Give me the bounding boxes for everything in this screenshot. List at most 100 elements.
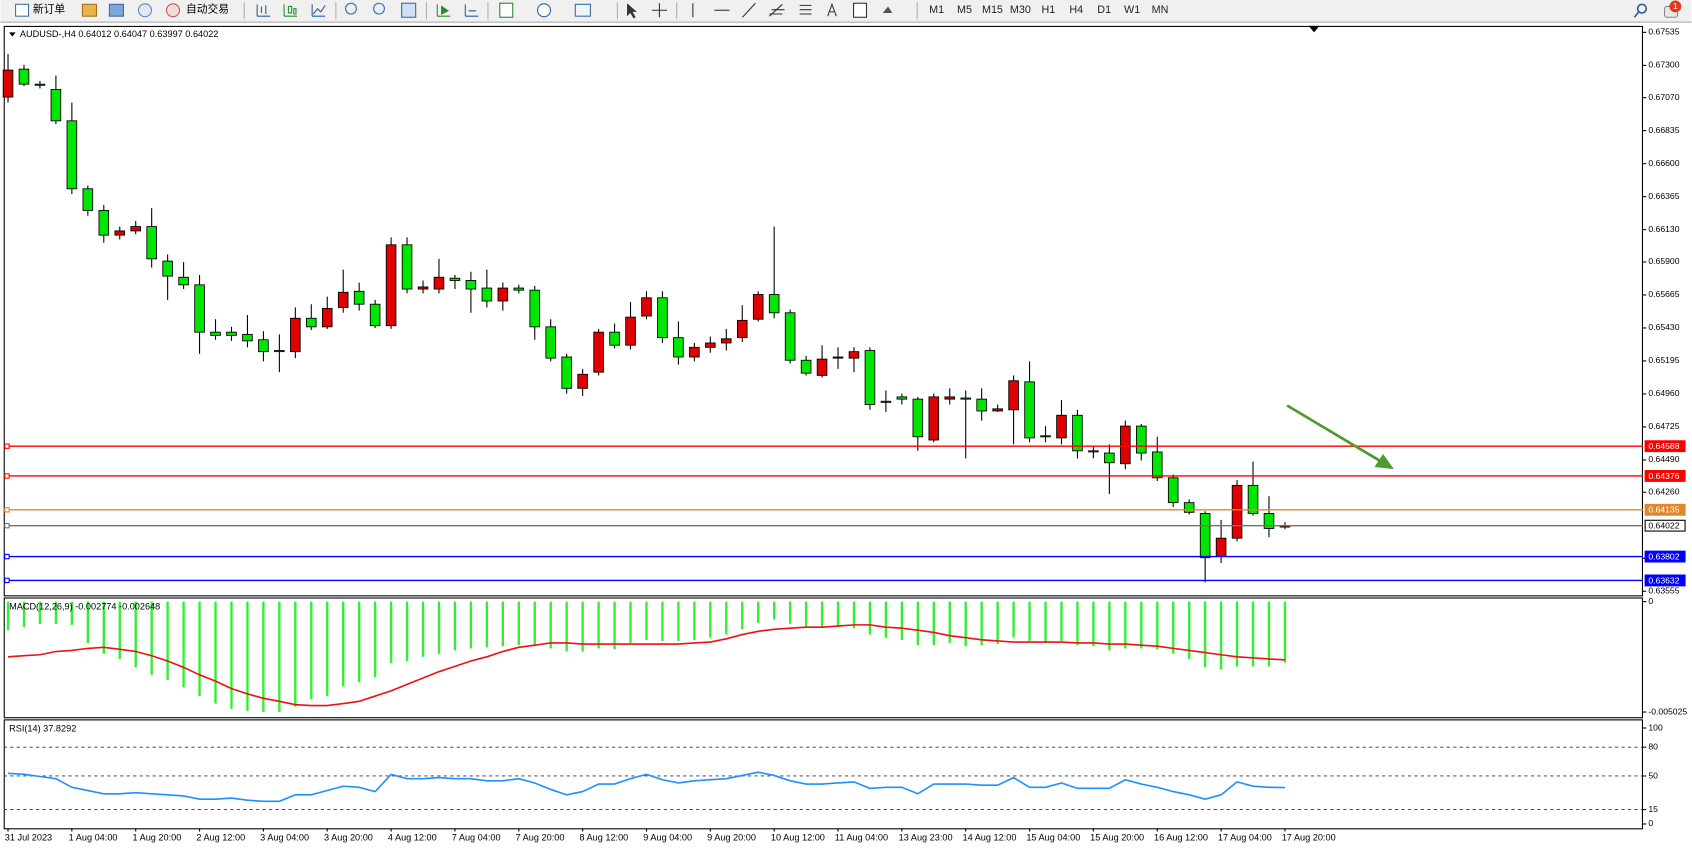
candle-body	[242, 333, 253, 342]
candle-body	[848, 351, 860, 359]
candle-body	[449, 277, 461, 281]
timeframe-button[interactable]: M5	[957, 4, 972, 16]
candle-body	[385, 244, 397, 327]
candle-body	[1183, 502, 1195, 513]
rsi-line	[7, 771, 1285, 803]
candle-body	[1104, 452, 1115, 464]
candle-chart-icon[interactable]	[283, 4, 298, 17]
candle-body	[1199, 513, 1211, 559]
main-panel	[3, 25, 1643, 597]
notification-badge[interactable]	[1669, 0, 1682, 13]
channel-icon[interactable]	[769, 3, 785, 17]
timeframe-button[interactable]: D1	[1097, 4, 1111, 16]
templates-icon[interactable]	[574, 3, 591, 17]
toolbar: 新订单 自动交易 M1 M5 M15 M30 H1 H4 D1 W1 MN	[0, 0, 1692, 23]
candle-body	[529, 289, 541, 328]
candle-body	[258, 339, 269, 353]
candle-body	[721, 338, 732, 344]
candle-body	[1072, 414, 1083, 452]
price-level-label: 0.64022	[1648, 520, 1679, 530]
price-level-box	[1644, 470, 1686, 482]
price-level-box	[1644, 519, 1686, 532]
candle-body	[784, 312, 796, 361]
candle-body	[960, 397, 971, 400]
candle-body	[337, 291, 349, 308]
icon[interactable]	[108, 3, 124, 17]
candle-body	[832, 356, 844, 359]
x-tick-label: 17 Aug 04:00	[1218, 832, 1272, 842]
x-tick-label: 8 Aug 12:00	[579, 832, 628, 842]
line-chart-icon[interactable]	[311, 4, 326, 17]
y-tick-label: 0.65665	[1648, 289, 1679, 299]
candle-body	[1215, 537, 1227, 557]
candle-body	[673, 337, 684, 358]
bar-chart-icon[interactable]	[256, 4, 271, 17]
price-level-box	[1644, 574, 1686, 587]
x-tick-label: 14 Aug 12:00	[962, 832, 1016, 842]
candle-body	[82, 188, 94, 211]
candle-body	[353, 290, 365, 305]
timeframe-button[interactable]: W1	[1124, 4, 1140, 16]
auto-trading-icon[interactable]	[166, 3, 181, 18]
macd-signal-line	[7, 624, 1285, 707]
label-icon[interactable]	[853, 2, 868, 18]
timeframe-button[interactable]: M15	[982, 4, 1003, 16]
timeframe-button[interactable]: M1	[929, 4, 944, 16]
candle-body	[146, 226, 157, 260]
zoom-in-icon[interactable]	[345, 2, 357, 15]
periods-icon[interactable]	[537, 3, 552, 18]
candle-body	[1024, 381, 1035, 439]
x-tick-label: 3 Aug 04:00	[260, 832, 309, 842]
zoom-out-icon[interactable]	[373, 2, 385, 15]
arrows-icon[interactable]	[882, 6, 893, 13]
icon[interactable]	[81, 3, 97, 17]
x-tick-label: 16 Aug 12:00	[1154, 832, 1208, 842]
arrow-shaft	[1286, 404, 1384, 464]
timeframe-button[interactable]: M30	[1010, 4, 1031, 16]
timeframe-button[interactable]: MN	[1152, 4, 1169, 16]
panel-title: MACD(12,26,9) -0.002774 -0.002648	[9, 602, 160, 612]
candle-body	[1040, 435, 1051, 438]
new-order-icon[interactable]	[15, 3, 30, 17]
candle-body	[1136, 425, 1147, 454]
auto-trading-button[interactable]: 自动交易	[186, 3, 229, 16]
y-tick-label: 0.66835	[1648, 125, 1679, 135]
search-icon[interactable]	[1636, 3, 1648, 14]
x-tick-label: 10 Aug 12:00	[771, 832, 825, 842]
y-tick-label: 0.67070	[1648, 92, 1679, 102]
scroll-icon[interactable]	[436, 4, 451, 17]
rsi-panel	[3, 719, 1643, 830]
y-tick-label: 0.66600	[1648, 158, 1679, 168]
y-tick-label: 100	[1648, 722, 1663, 732]
candle-body	[178, 276, 189, 286]
new-order-button[interactable]: 新订单	[33, 3, 66, 16]
search-icon[interactable]	[1633, 11, 1640, 18]
timeframe-button[interactable]: H4	[1069, 4, 1083, 16]
cursor-icon[interactable]	[627, 3, 637, 19]
icon[interactable]	[137, 3, 152, 18]
candle-body	[641, 297, 652, 317]
x-tick-label: 31 Jul 2023	[5, 832, 52, 842]
candle-body	[321, 307, 333, 328]
price-level-handle	[4, 473, 10, 479]
price-level-label: 0.64135	[1648, 505, 1679, 515]
text-icon[interactable]	[827, 2, 837, 17]
trendline-icon[interactable]	[742, 2, 756, 18]
x-tick-label: 1 Aug 04:00	[69, 832, 118, 842]
indicators-icon[interactable]	[499, 2, 514, 18]
notification-count: 1	[1673, 1, 1678, 11]
tile-icon[interactable]	[401, 2, 417, 18]
shift-icon[interactable]	[464, 4, 479, 17]
x-tick-label: 4 Aug 12:00	[388, 832, 437, 842]
candle-body	[1088, 450, 1099, 453]
crosshair-icon[interactable]	[651, 3, 667, 18]
y-tick-label: 0.64960	[1648, 388, 1679, 398]
price-level-box	[1644, 503, 1686, 516]
annotation-arrow	[1286, 404, 1394, 470]
x-tick-label: 1 Aug 20:00	[132, 832, 181, 842]
y-tick-label: 0.64260	[1648, 487, 1679, 497]
timeframe-button[interactable]: H1	[1041, 4, 1055, 16]
fibo-icon[interactable]	[799, 4, 812, 15]
x-tick-label: 17 Aug 20:00	[1282, 832, 1336, 842]
